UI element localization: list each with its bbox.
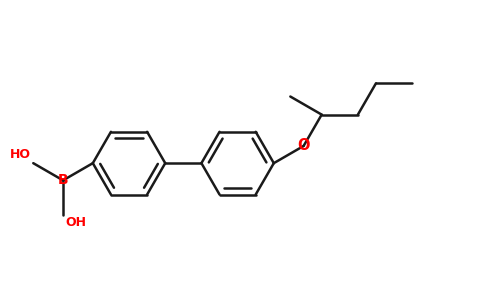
Text: OH: OH [65,216,86,229]
Text: HO: HO [10,148,31,161]
Text: O: O [297,139,310,154]
Text: B: B [58,173,68,188]
